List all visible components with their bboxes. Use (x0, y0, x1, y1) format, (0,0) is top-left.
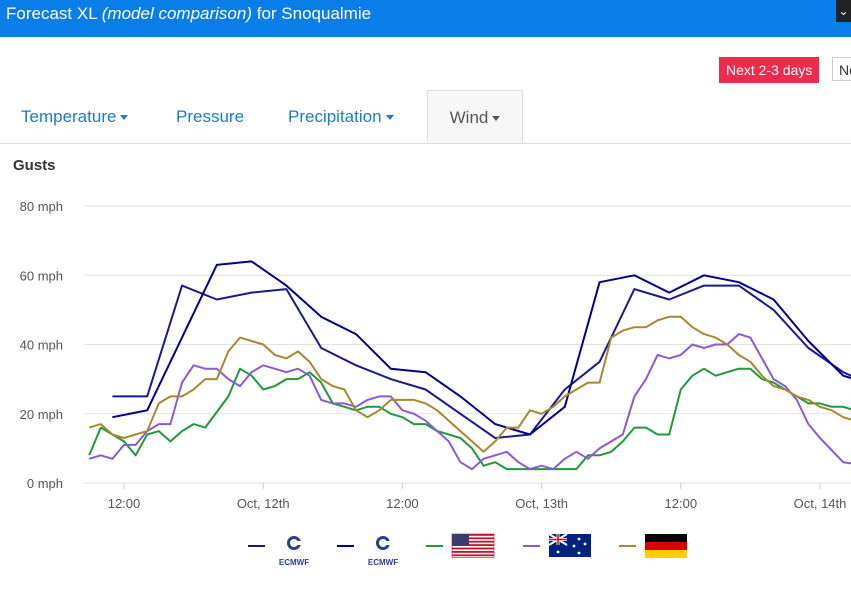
x-tick-label: Oct, 13th (515, 496, 568, 511)
range-button-next-week[interactable]: Ne (832, 57, 851, 81)
expand-icon[interactable]: ⌄ (836, 0, 851, 22)
y-tick-label: 0 mph (27, 476, 63, 491)
legend-item-0[interactable]: ECMWF (248, 536, 309, 568)
legend-item-1[interactable]: ECMWF (337, 536, 398, 568)
caret-down-icon (492, 116, 501, 122)
tab-precipitation[interactable]: Precipitation (288, 90, 394, 143)
series-line-0 (112, 284, 851, 439)
legend-item-2[interactable] (426, 533, 495, 558)
x-tick-label: Oct, 14th (794, 496, 847, 511)
ecmwf-logo-icon (287, 536, 301, 550)
y-tick-label: 20 mph (20, 407, 63, 422)
series-line-2 (88, 367, 851, 471)
australia-flag-icon (548, 533, 591, 557)
legend-item-3[interactable] (523, 533, 591, 557)
y-tick-label: 40 mph (20, 338, 63, 353)
tab-pressure[interactable]: Pressure (176, 107, 245, 126)
x-tick-label: Oct, 12th (237, 496, 290, 511)
x-tick-label: 12:00 (665, 496, 698, 511)
series-line-4 (88, 315, 851, 453)
tab-bar: Temperature Pressure Precipitation Wind (0, 90, 851, 144)
series-line-1 (112, 260, 851, 436)
legend-label: ECMWF (368, 558, 398, 567)
usa-flag-icon (451, 533, 495, 558)
chart-title: Gusts (13, 157, 56, 174)
x-tick-label: 12:00 (386, 496, 419, 511)
range-button-next-2-3-days[interactable]: Next 2-3 days (719, 57, 820, 83)
x-tick-label: 12:00 (108, 496, 141, 511)
y-tick-label: 60 mph (20, 268, 63, 283)
y-tick-label: 80 mph (20, 199, 63, 214)
tab-wind[interactable]: Wind (427, 90, 523, 143)
page-title: Forecast XL (model comparison) for Snoqu… (6, 4, 372, 23)
caret-down-icon (385, 115, 394, 121)
ecmwf-logo-icon (376, 536, 390, 550)
germany-flag-icon (645, 534, 687, 558)
legend-label: ECMWF (279, 558, 309, 567)
caret-down-icon (120, 115, 129, 121)
tab-temperature[interactable]: Temperature (21, 90, 129, 143)
title-bar: Forecast XL (model comparison) for Snoqu… (0, 0, 851, 37)
legend-item-4[interactable] (619, 534, 687, 558)
